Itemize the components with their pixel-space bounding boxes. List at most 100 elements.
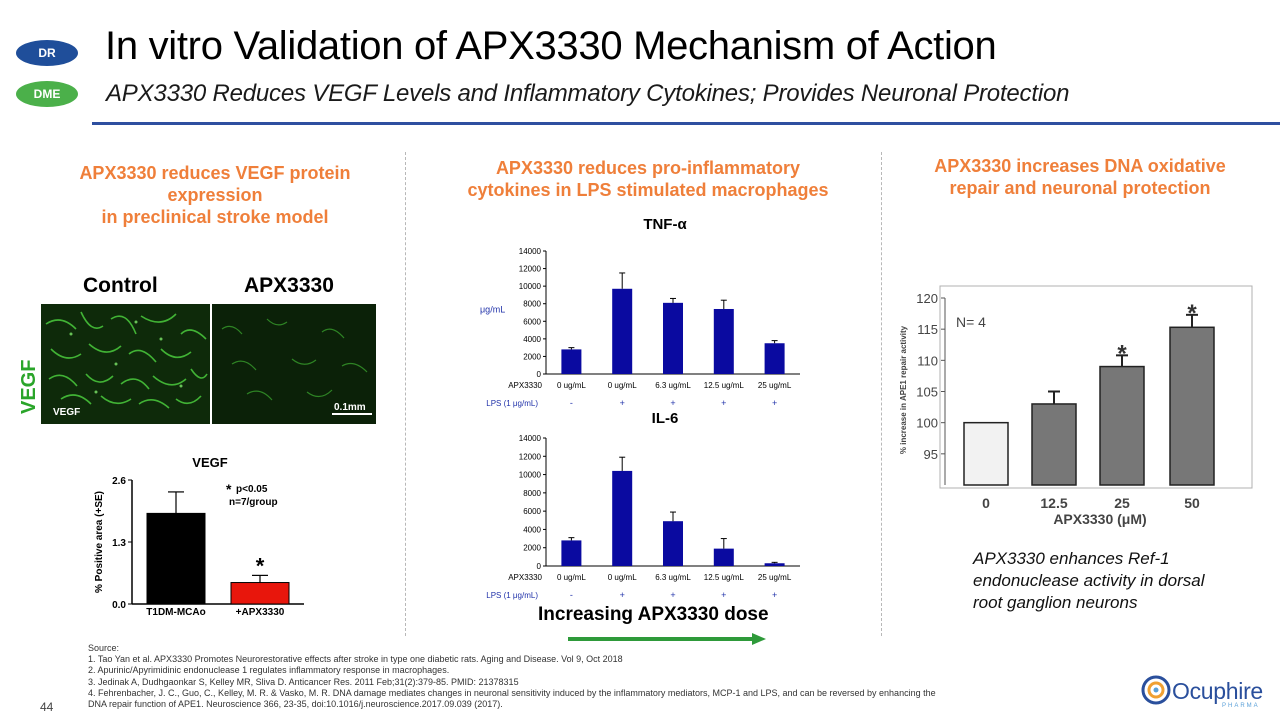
- x-tick-label: 0: [982, 495, 990, 511]
- bar: [764, 343, 785, 374]
- y-tick-label: 8000: [523, 300, 541, 309]
- middle-heading-line: cytokines in LPS stimulated macrophages: [467, 180, 829, 200]
- legend-n: n=7/group: [229, 497, 278, 508]
- ref1-caption: APX3330 enhances Ref-1 endonuclease acti…: [973, 548, 1205, 614]
- bar: [230, 582, 290, 605]
- dose-arrow-icon: [568, 633, 766, 645]
- apx3330-label: APX3330: [244, 274, 334, 297]
- lps-value: -: [570, 590, 573, 600]
- x-tick-label: 0 ug/mL: [557, 573, 586, 582]
- y-tick-label: 8000: [523, 489, 541, 498]
- x-tick-label: 0 ug/mL: [608, 381, 637, 390]
- y-tick-label: 4000: [523, 525, 541, 534]
- n-annotation: N= 4: [956, 314, 986, 330]
- y-tick-label: 0.0: [112, 600, 126, 611]
- y-tick-label: 0: [537, 370, 542, 379]
- y-tick-label: 6000: [523, 317, 541, 326]
- y-axis-label: μg/mL: [480, 305, 505, 315]
- left-heading: APX3330 reduces VEGF protein expression …: [40, 162, 390, 228]
- bar: [1099, 365, 1145, 486]
- lps-value: +: [670, 590, 675, 600]
- apx-row-label: APX3330: [508, 381, 542, 390]
- left-heading-line: expression: [167, 185, 263, 205]
- y-axis-label: % increase in APE1 repair activity: [899, 325, 908, 454]
- lps-row-label: LPS (1 μg/mL): [486, 399, 538, 408]
- source-references: Source: 1. Tao Yan et al. APX3330 Promot…: [88, 643, 936, 710]
- right-heading: APX3330 increases DNA oxidative repair a…: [896, 155, 1264, 199]
- x-tick-label: 0 ug/mL: [557, 381, 586, 390]
- x-tick-label: 25: [1114, 495, 1130, 511]
- y-tick-label: 0: [537, 562, 542, 571]
- bar: [561, 540, 582, 566]
- y-axis-label: % Positive area (+SE): [94, 491, 105, 593]
- lps-value: +: [772, 398, 777, 408]
- x-tick-label: 12.5 ug/mL: [704, 381, 745, 390]
- control-label: Control: [83, 274, 158, 297]
- control-micrograph: VEGF: [41, 304, 210, 424]
- x-tick-label: 0 ug/mL: [608, 573, 637, 582]
- source-line: Source:: [88, 643, 120, 653]
- lps-value: +: [772, 590, 777, 600]
- source-line: 1. Tao Yan et al. APX3330 Promotes Neuro…: [88, 654, 623, 665]
- y-tick-label: 1.3: [112, 538, 126, 549]
- lps-value: +: [670, 398, 675, 408]
- chart-title: VEGF: [192, 455, 227, 470]
- y-tick-label: 14000: [519, 247, 542, 256]
- ape1-repair-bar-chart: 95 100 105 110 115 120 % increase in APE1 repa…: [899, 285, 1253, 527]
- left-heading-line: in preclinical stroke model: [101, 207, 329, 227]
- source-line: 4. Fehrenbacher, J. C., Guo, C., Kelley,…: [88, 687, 936, 698]
- x-tick-label: 6.3 ug/mL: [655, 573, 691, 582]
- y-tick-label: 110: [917, 353, 938, 368]
- right-heading-line: APX3330 increases DNA oxidative: [934, 156, 1226, 176]
- middle-heading: APX3330 reduces pro-inflammatory cytokin…: [426, 157, 870, 201]
- bar: [612, 470, 633, 566]
- source-line: DNA repair function of APE1. Neuroscienc…: [88, 699, 503, 710]
- tnf-alpha-bar-chart: TNF-α 0 2000 4000 6000 8000 10000 12000 14000 μg/…: [480, 216, 800, 408]
- dose-label: Increasing APX3330 dose: [538, 604, 769, 625]
- apx3330-micrograph: 0.1mm: [212, 304, 376, 424]
- x-tick-label: +APX3330: [236, 607, 285, 618]
- x-tick-label: 25 ug/mL: [758, 573, 792, 582]
- bar: [663, 302, 683, 374]
- slide-subtitle: APX3330 Reduces VEGF Levels and Inflamma…: [106, 80, 1070, 107]
- y-tick-label: 4000: [523, 335, 541, 344]
- y-tick-label: 2000: [523, 544, 541, 553]
- chart-title: IL-6: [652, 410, 679, 427]
- source-line: 2. Apurinic/Apyrimidinic endonuclease 1 …: [88, 665, 450, 676]
- lps-value: +: [620, 590, 625, 600]
- y-tick-label: 2000: [523, 352, 541, 361]
- lps-value: +: [721, 398, 726, 408]
- x-axis-label: APX3330 (μM): [1053, 511, 1146, 527]
- page-number: 44: [40, 700, 54, 714]
- caption-line: APX3330 enhances Ref-1: [973, 549, 1170, 568]
- vegf-bar-chart: VEGF 0.0 1.3 2.6 % Positive area (+SE) T1DM-M…: [94, 455, 304, 618]
- x-tick-label: T1DM-MCAo: [146, 607, 205, 618]
- significance-star: *: [1187, 300, 1197, 327]
- y-tick-label: 115: [917, 322, 938, 337]
- legend-star: *: [226, 481, 232, 497]
- legend-pvalue: p<0.05: [236, 484, 268, 495]
- lps-value: +: [620, 398, 625, 408]
- bar: [764, 563, 785, 566]
- middle-heading-line: APX3330 reduces pro-inflammatory: [495, 158, 801, 178]
- y-tick-label: 10000: [519, 471, 542, 480]
- bar: [612, 288, 633, 374]
- x-tick-label: 6.3 ug/mL: [655, 381, 691, 390]
- y-tick-label: 120: [916, 291, 938, 306]
- ocuphire-logo-icon: [1141, 675, 1171, 705]
- micro-scale-text: 0.1mm: [334, 402, 366, 413]
- micro-vegf-text: VEGF: [53, 407, 80, 418]
- slide-title: In vitro Validation of APX3330 Mechanism…: [105, 24, 997, 68]
- lps-row-label: LPS (1 μg/mL): [486, 591, 538, 600]
- column-divider-right: [881, 152, 882, 636]
- logo-name: Ocuphire: [1172, 678, 1263, 704]
- dr-badge: DR: [16, 40, 78, 66]
- vegf-side-label: VEGF: [18, 359, 40, 414]
- y-tick-label: 2.6: [112, 476, 126, 487]
- chart-title: TNF-α: [643, 216, 687, 233]
- logo-subtitle: PHARMA: [1222, 703, 1260, 709]
- bar: [146, 512, 206, 605]
- lps-value: +: [721, 590, 726, 600]
- left-heading-line: APX3330 reduces VEGF protein: [79, 163, 351, 183]
- right-heading-line: repair and neuronal protection: [949, 178, 1211, 198]
